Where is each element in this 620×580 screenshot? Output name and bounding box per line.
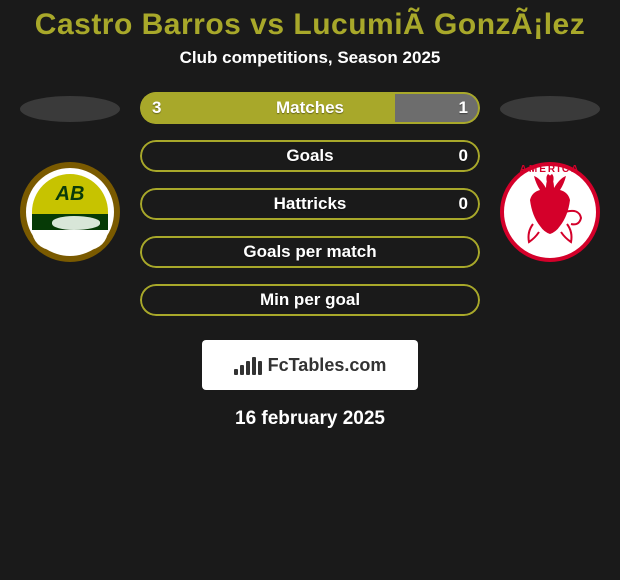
comparison-title: Castro Barros vs LucumiÃ GonzÃ¡lez (0, 0, 620, 42)
stat-value-left: 3 (152, 98, 161, 118)
stat-value-right: 1 (459, 98, 468, 118)
stat-label: Min per goal (260, 290, 360, 310)
chart-icon-bar (240, 365, 244, 375)
stat-bar: Min per goal (140, 284, 480, 316)
right-club-logo: AMERICA (500, 162, 600, 262)
stat-label: Goals per match (243, 242, 376, 262)
stat-label: Hattricks (274, 194, 347, 214)
stat-fill-left (140, 92, 395, 124)
stat-bar: 3 1 Matches (140, 92, 480, 124)
branding-badge[interactable]: FcTables.com (202, 340, 418, 390)
stat-bars: 3 1 Matches 0 Goals 0 Hattricks Goals per match… (140, 92, 480, 316)
left-club-base (32, 230, 108, 250)
stat-bar: Goals per match (140, 236, 480, 268)
left-player-column: AB (10, 92, 130, 262)
stat-bar: 0 Goals (140, 140, 480, 172)
comparison-layout: AB 3 1 Matches 0 Goals 0 Hattricks Goals per ma… (0, 92, 620, 316)
chart-icon-bar (246, 361, 250, 375)
chart-icon-bar (234, 369, 238, 375)
left-player-silhouette (20, 96, 120, 122)
right-player-column: AMERICA (490, 92, 610, 262)
left-club-emblem (52, 216, 100, 230)
snapshot-date: 16 february 2025 (0, 408, 620, 430)
stat-label: Goals (286, 146, 333, 166)
chart-icon-bar (258, 361, 262, 375)
comparison-subtitle: Club competitions, Season 2025 (0, 48, 620, 68)
left-club-initials: AB (32, 174, 108, 214)
stat-value-right: 0 (459, 194, 468, 214)
stat-label: Matches (276, 98, 344, 118)
stat-bar: 0 Hattricks (140, 188, 480, 220)
bar-chart-icon (234, 355, 262, 375)
left-club-logo: AB (20, 162, 120, 262)
right-player-silhouette (500, 96, 600, 122)
stat-value-right: 0 (459, 146, 468, 166)
branding-text: FcTables.com (268, 355, 387, 376)
right-club-emblem (515, 172, 585, 252)
chart-icon-bar (252, 357, 256, 375)
